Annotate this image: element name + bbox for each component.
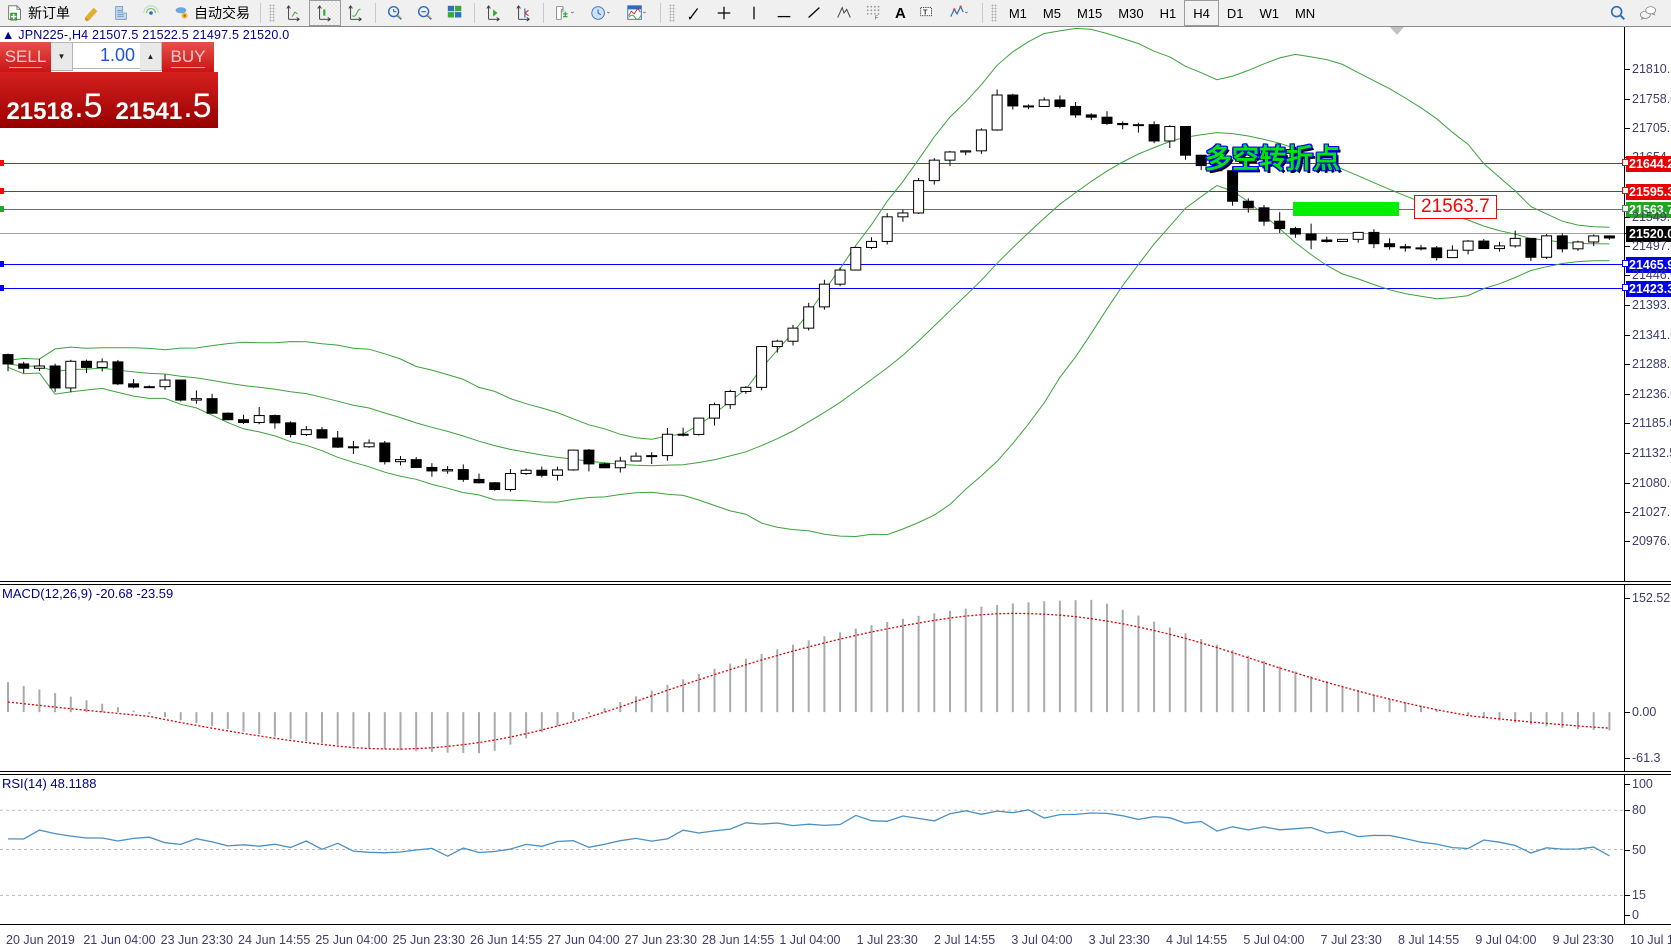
svg-text:T: T [923, 7, 928, 16]
svg-text:F: F [875, 15, 879, 21]
